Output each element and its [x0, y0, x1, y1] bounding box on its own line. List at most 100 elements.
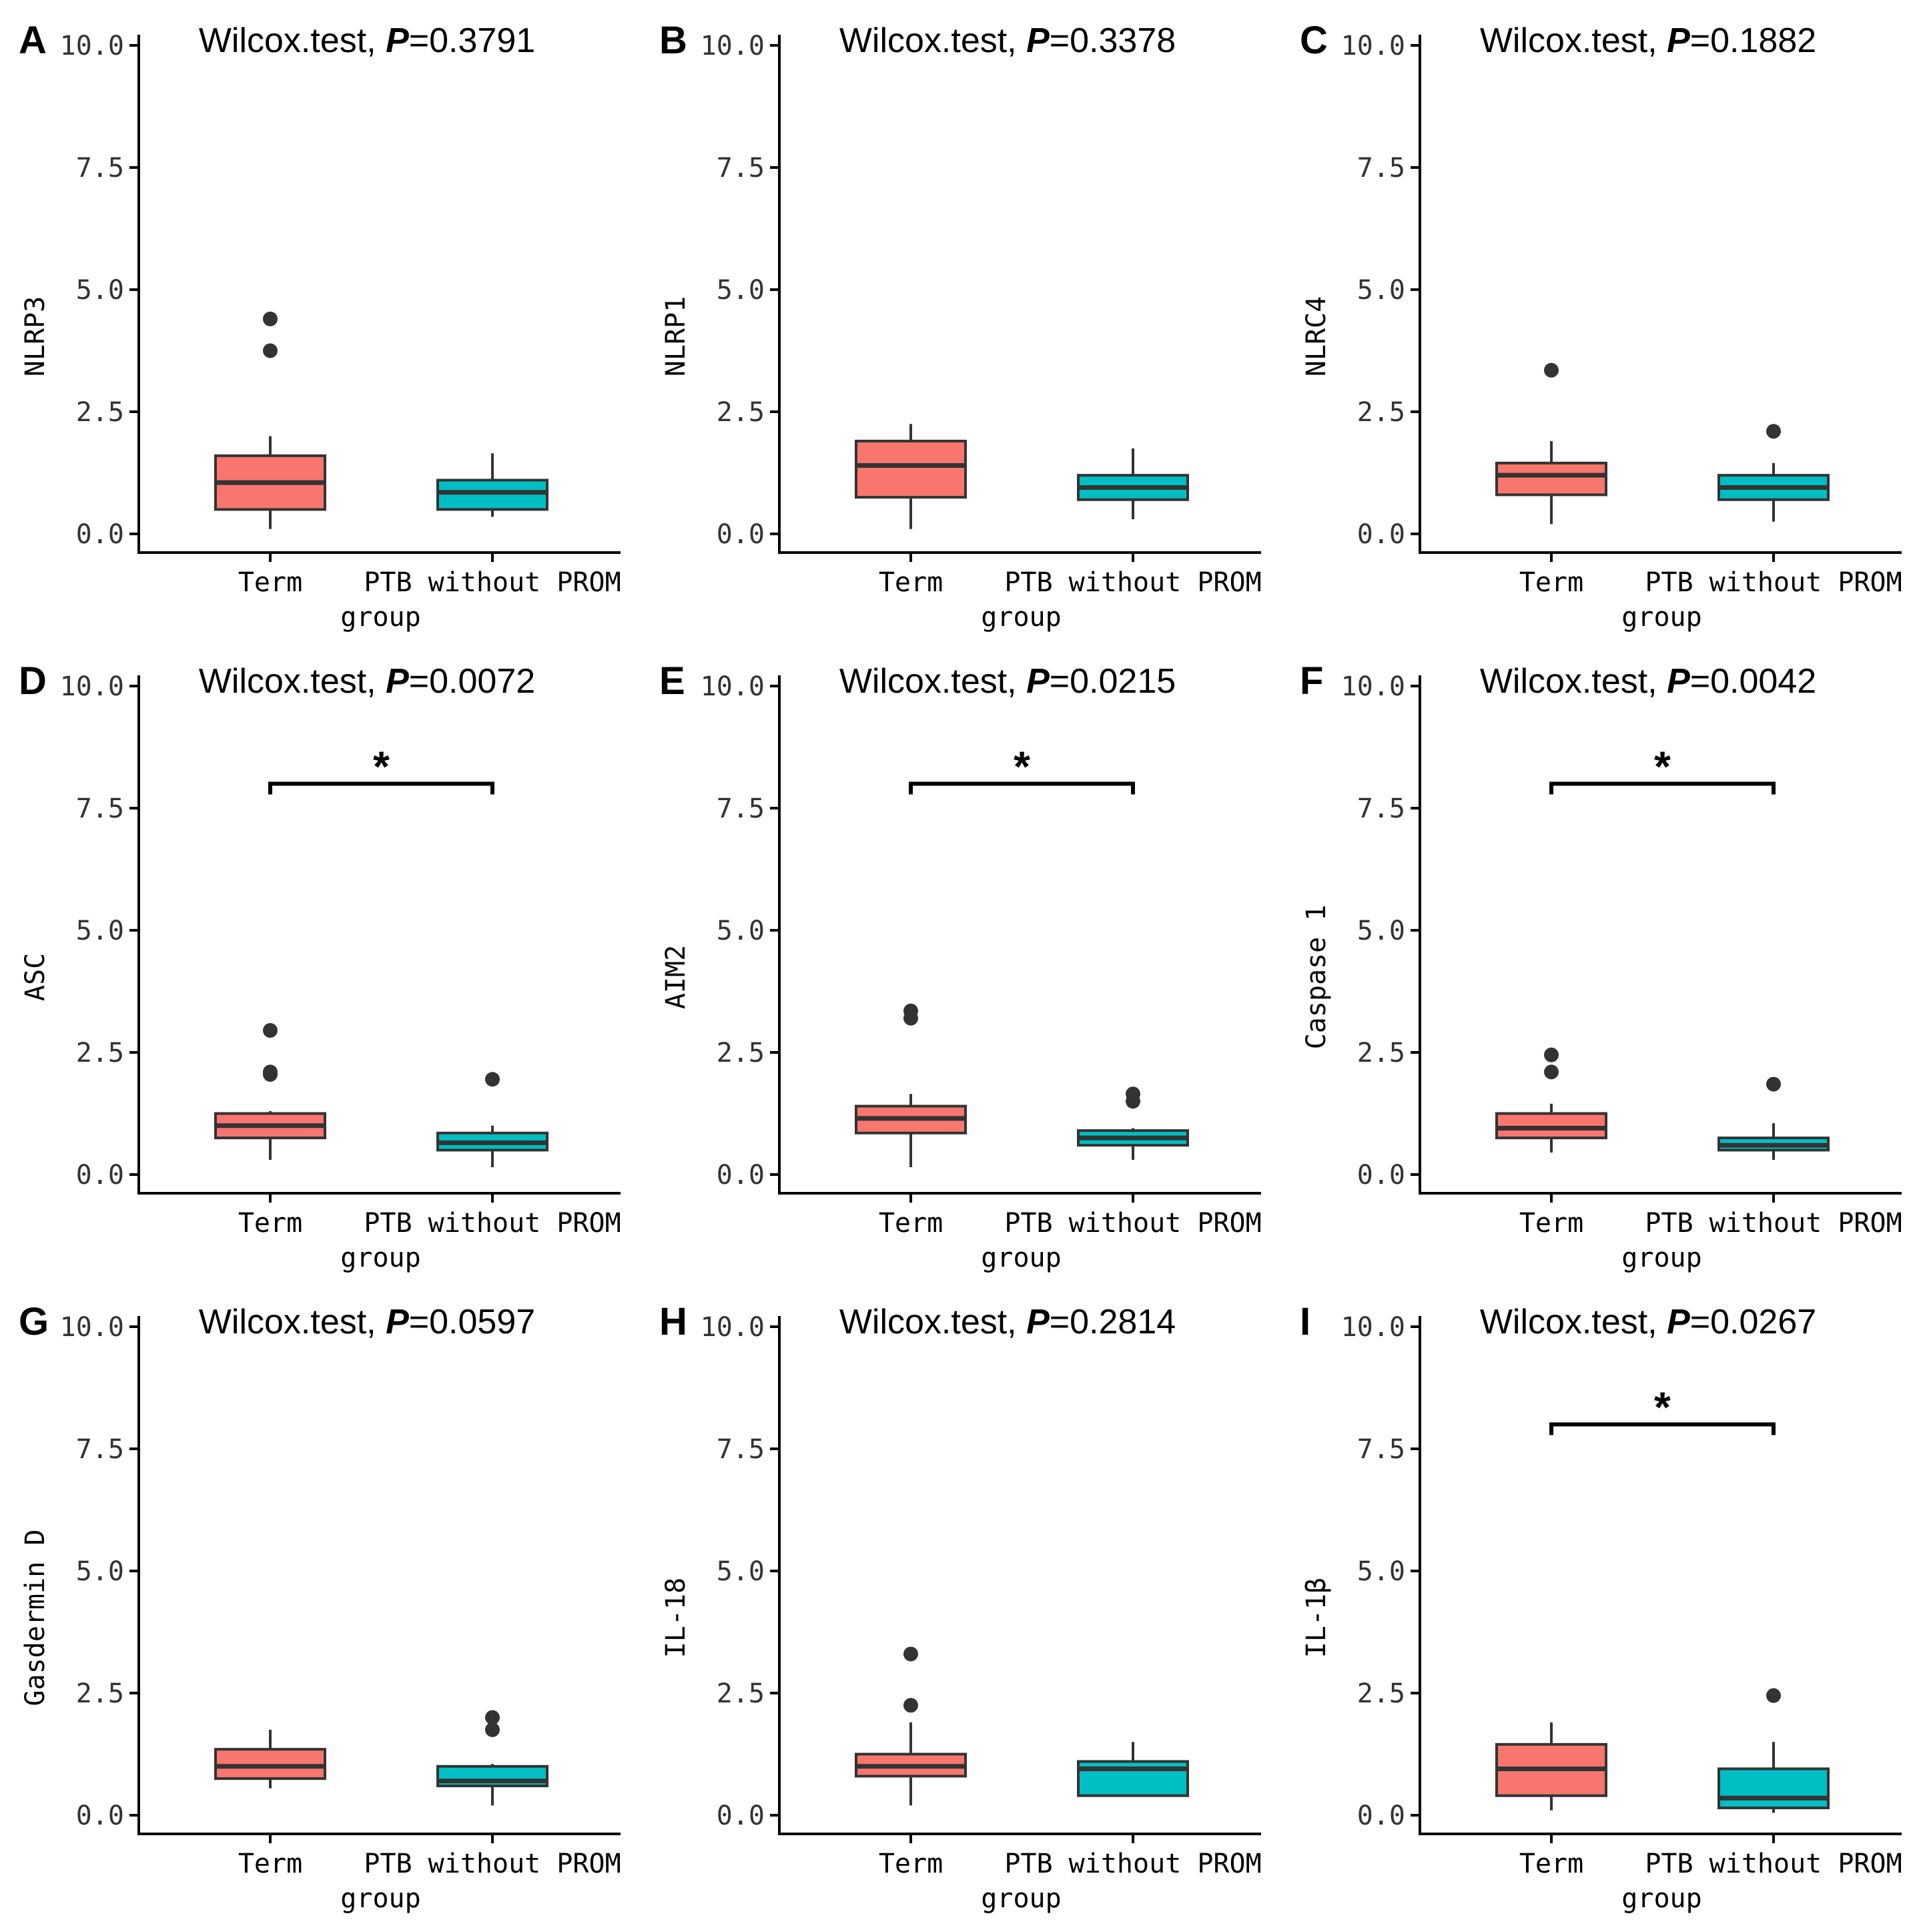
y-tick-label: 7.5	[1357, 793, 1405, 824]
outlier-point	[485, 1072, 500, 1087]
box-term	[1495, 362, 1607, 525]
title-p-value: =0.3791	[409, 21, 535, 60]
x-tick-label: PTB without PROM	[1645, 1208, 1902, 1239]
panel-letter: F	[1300, 659, 1323, 703]
y-tick-label: 5.0	[717, 1556, 765, 1587]
x-tick-label: PTB without PROM	[1645, 567, 1902, 598]
y-axis-label: IL-1β	[1301, 1578, 1332, 1658]
panel-letter: C	[1300, 19, 1328, 62]
x-tick-label: Term	[1519, 567, 1583, 598]
box-term	[855, 1646, 967, 1806]
title-p-label: P	[1026, 1303, 1050, 1341]
outlier-point	[903, 1003, 918, 1018]
y-tick-label: 7.5	[76, 1434, 124, 1465]
outlier-point	[903, 1646, 918, 1662]
y-tick-label: 7.5	[717, 1434, 765, 1465]
outlier-point	[263, 1023, 278, 1038]
chart-title: Wilcox.test, P=0.3378	[839, 21, 1176, 60]
title-test-label: Wilcox.test,	[839, 21, 1026, 60]
box-ptb-without-prom	[1717, 424, 1830, 522]
y-tick-label: 5.0	[76, 1556, 124, 1587]
y-tick-label: 10.0	[1341, 671, 1405, 702]
title-p-value: =0.0267	[1690, 1303, 1816, 1341]
y-tick-label: 10.0	[1341, 1312, 1405, 1343]
y-tick-label: 2.5	[717, 397, 765, 428]
title-p-label: P	[1026, 21, 1050, 60]
x-tick-label: Term	[879, 567, 943, 598]
x-tick-label: PTB without PROM	[364, 1849, 621, 1879]
title-p-value: =0.3378	[1050, 21, 1176, 60]
iqr-box	[436, 478, 548, 511]
x-tick-label: Term	[238, 1849, 302, 1879]
title-test-label: Wilcox.test,	[1480, 1303, 1667, 1341]
box-term	[855, 1003, 967, 1168]
chart-title: Wilcox.test, P=0.2814	[839, 1303, 1176, 1341]
x-axis-label: group	[1621, 602, 1701, 633]
title-p-label: P	[1667, 1303, 1690, 1341]
y-tick-label: 0.0	[76, 519, 124, 550]
outlier-point	[263, 311, 278, 326]
significance-star: *	[1654, 742, 1671, 790]
title-p-label: P	[386, 21, 409, 60]
chart-title: Wilcox.test, P=0.0072	[199, 662, 535, 701]
bracket-line	[268, 781, 494, 795]
y-tick-label: 10.0	[60, 1312, 124, 1343]
x-axis-label: group	[981, 602, 1061, 633]
title-p-label: P	[1667, 21, 1690, 60]
y-tick-label: 7.5	[717, 153, 765, 184]
outlier-point	[1544, 1064, 1559, 1080]
y-tick-label: 5.0	[1357, 916, 1405, 946]
x-tick-label: Term	[879, 1849, 943, 1879]
y-tick-label: 10.0	[701, 31, 765, 61]
y-tick-label: 2.5	[1357, 1038, 1405, 1068]
box-ptb-without-prom	[1717, 1688, 1830, 1813]
title-p-label: P	[1667, 662, 1690, 701]
y-tick-label: 0.0	[717, 519, 765, 550]
outlier-point	[1766, 1076, 1781, 1092]
title-p-value: =0.0042	[1690, 662, 1816, 701]
significance-bracket: *	[909, 742, 1135, 795]
x-axis-label: group	[981, 1243, 1061, 1273]
title-test-label: Wilcox.test,	[199, 662, 386, 701]
outlier-point	[485, 1722, 500, 1737]
y-tick-label: 0.0	[76, 1801, 124, 1831]
title-p-value: =0.0215	[1050, 662, 1176, 701]
y-tick-label: 7.5	[1357, 1434, 1405, 1465]
significance-bracket: *	[1549, 742, 1776, 795]
x-axis-label: group	[340, 1883, 420, 1914]
y-tick-label: 7.5	[76, 793, 124, 824]
title-test-label: Wilcox.test,	[199, 21, 386, 60]
y-tick-label: 7.5	[1357, 153, 1405, 184]
panel-g: G Wilcox.test, P=0.0597 0.0 2.5 5.0 7.5 10.0 Te…	[19, 1300, 621, 1914]
title-test-label: Wilcox.test,	[839, 662, 1026, 701]
y-axis-label: NLRC4	[1301, 296, 1332, 376]
box-ptb-without-prom	[436, 1710, 548, 1806]
bracket-line	[909, 781, 1135, 795]
y-axis-label: ASC	[20, 953, 51, 1001]
title-test-label: Wilcox.test,	[199, 1303, 386, 1341]
y-tick-label: 2.5	[1357, 1678, 1405, 1709]
outlier-point	[485, 1710, 500, 1725]
title-test-label: Wilcox.test,	[839, 1303, 1026, 1341]
y-axis-label: AIM2	[661, 945, 691, 1009]
iqr-box	[214, 1748, 326, 1781]
chart-title: Wilcox.test, P=0.3791	[199, 21, 535, 60]
y-tick-label: 10.0	[701, 671, 765, 702]
panel-letter: G	[19, 1300, 49, 1343]
x-axis-label: group	[1621, 1243, 1701, 1273]
title-p-value: =0.1882	[1690, 21, 1816, 60]
y-tick-label: 5.0	[717, 275, 765, 306]
y-tick-label: 2.5	[717, 1678, 765, 1709]
significance-star: *	[1654, 1383, 1671, 1431]
outlier-point	[903, 1698, 918, 1713]
y-tick-label: 0.0	[76, 1160, 124, 1191]
y-tick-label: 2.5	[76, 1038, 124, 1068]
box-term	[214, 311, 326, 529]
box-ptb-without-prom	[1077, 448, 1189, 520]
title-p-label: P	[1026, 662, 1050, 701]
y-tick-label: 0.0	[717, 1160, 765, 1191]
outlier-point	[263, 343, 278, 358]
outlier-point	[1766, 1688, 1781, 1703]
x-tick-label: Term	[1519, 1849, 1583, 1879]
y-tick-label: 5.0	[717, 916, 765, 946]
